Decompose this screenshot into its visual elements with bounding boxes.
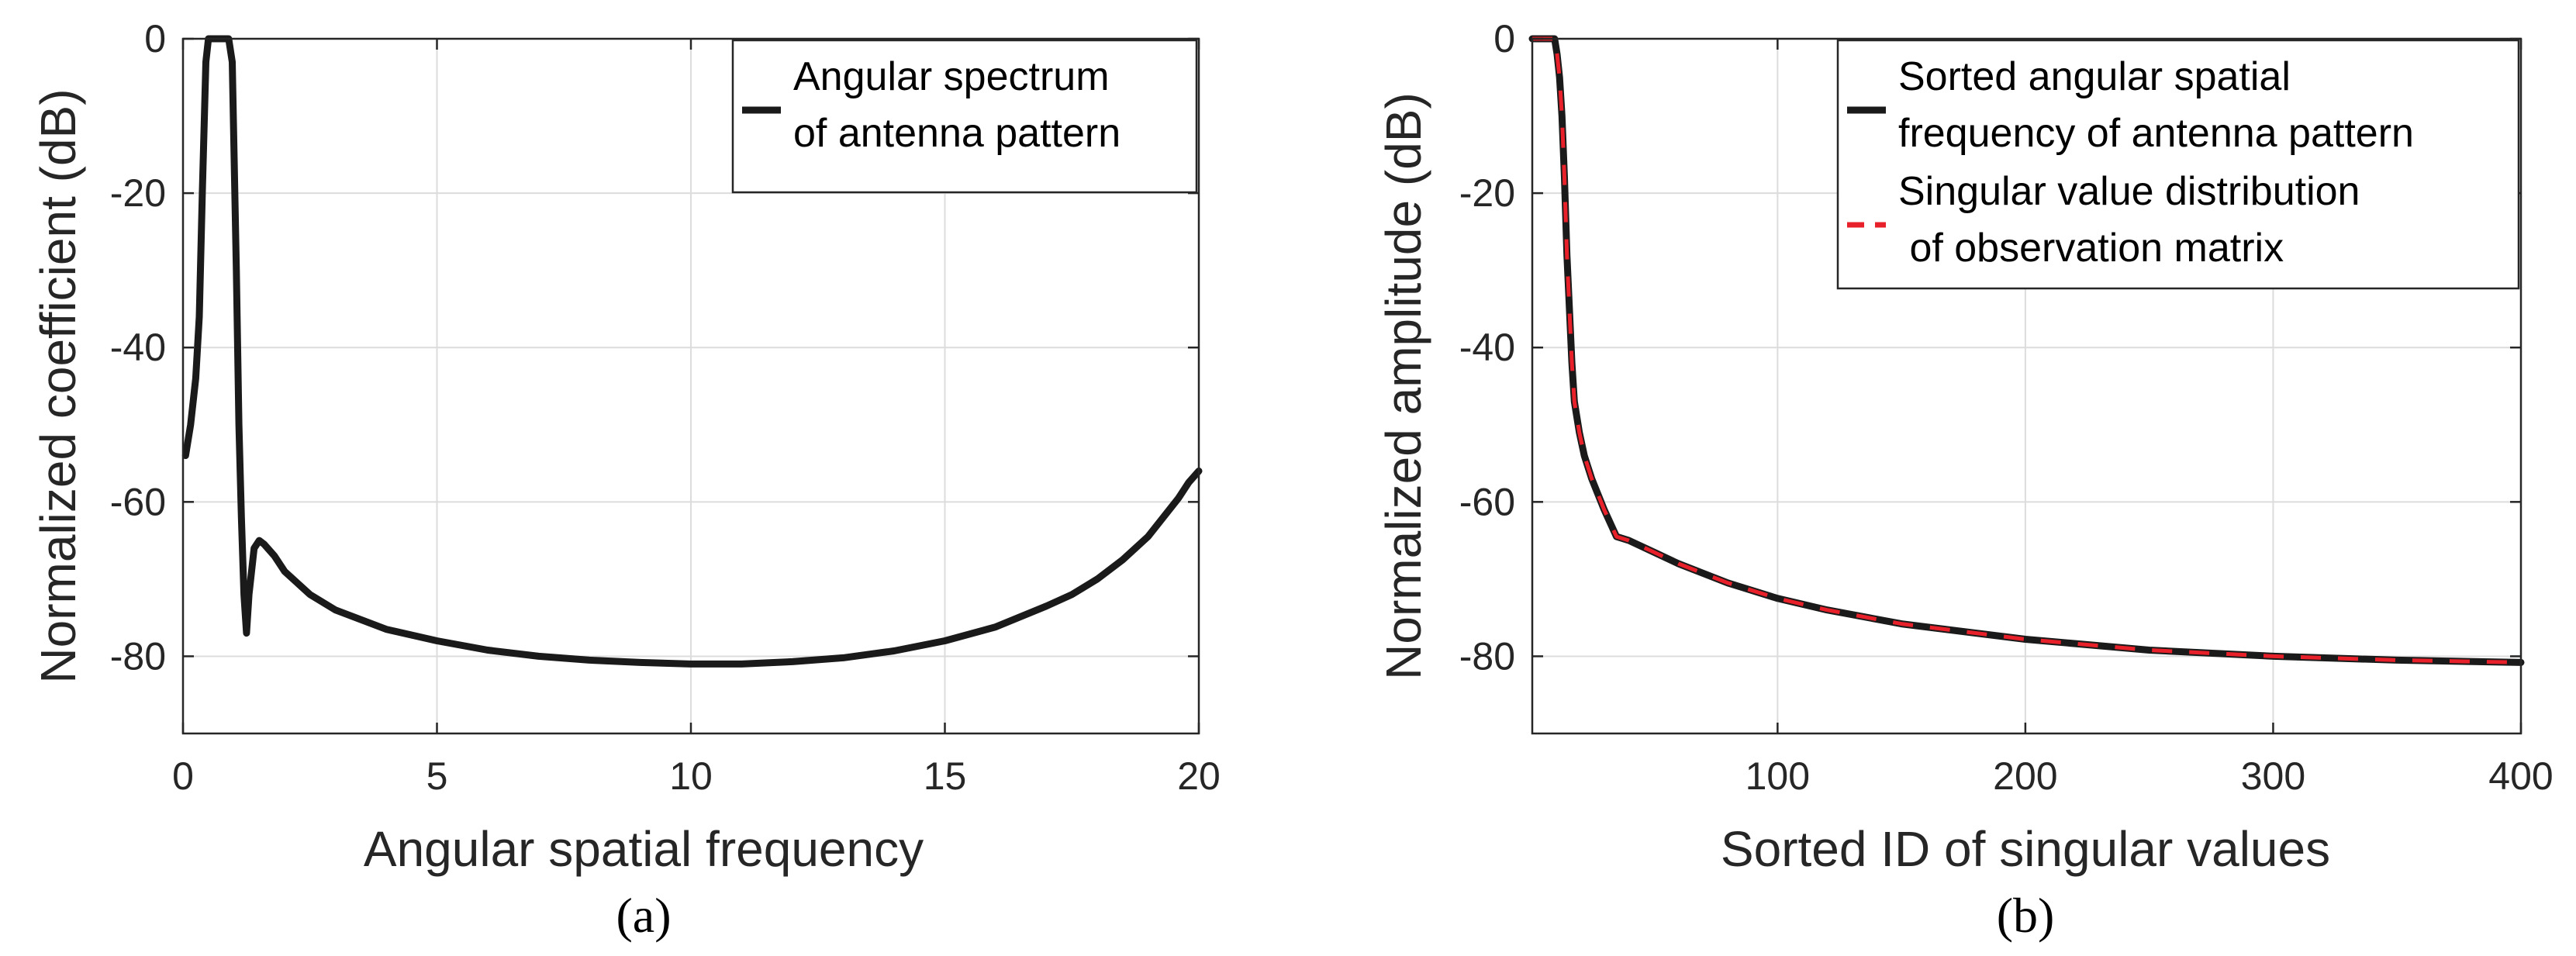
chart-a-ytick-label-4: -80 (110, 634, 166, 678)
chart-a-legend: Angular spectrum of antenna pattern (731, 39, 1198, 194)
chart-b-ytick-label-4: -80 (1459, 634, 1515, 678)
chart-b-legend-box (1836, 39, 2520, 290)
chart-b-plot-frame (1531, 37, 2522, 735)
chart-a-ytick-label-0: 0 (144, 17, 166, 60)
chart-b-ytick-label-3: -60 (1459, 480, 1515, 523)
chart-a-xtick-label-3: 15 (924, 754, 967, 798)
chart-b-ytick-label-2: -40 (1459, 326, 1515, 369)
chart-b-legend: Sorted angular spatial frequency of ante… (1836, 39, 2520, 290)
chart-a-legend-text-0-line-1: of antenna pattern (793, 111, 1121, 156)
chart-a-xtick-label-2: 10 (669, 754, 713, 798)
chart-b-legend-text-0-line-0: Sorted angular spatial (1898, 54, 2291, 99)
chart-b-xtick-label-0: 100 (1746, 754, 1810, 798)
chart-b-y-axis-label: Normalized amplitude (dB) (1376, 92, 1431, 680)
chart-b-xtick-label-1: 200 (1993, 754, 2057, 798)
chart-b-xtick-label-3: 400 (2488, 754, 2553, 798)
chart-b-x-axis-label: Sorted ID of singular values (1721, 821, 2330, 877)
chart-a-ytick-label-2: -40 (110, 326, 166, 369)
chart-b-series-red-dashed-line (1532, 36, 2522, 664)
chart-a-caption: (a) (616, 888, 671, 943)
chart-a-ytick-label-3: -60 (110, 480, 166, 523)
chart-a-x-axis-label: Angular spatial frequency (364, 821, 924, 877)
chart-b-ytick-label-0: 0 (1493, 17, 1515, 60)
chart-a-legend-text-0-line-0: Angular spectrum (793, 54, 1110, 99)
chart-a-xtick-label-0: 0 (172, 754, 194, 798)
chart-b-legend-text-1-line-1: of observation matrix (1898, 226, 2284, 271)
chart-a: 0 5 10 15 20 0 -20 -40 -60 -80 Angular spatial fr… (30, 17, 1221, 943)
chart-a-xtick-label-1: 5 (426, 754, 448, 798)
chart-b-caption: (b) (1997, 888, 2055, 943)
chart-a-ytick-label-1: -20 (110, 171, 166, 215)
chart-a-xtick-label-4: 20 (1177, 754, 1221, 798)
chart-b-legend-text-1-line-0: Singular value distribution (1898, 169, 2360, 214)
chart-a-y-axis-label: Normalized coefficient (dB) (30, 88, 86, 683)
chart-b: 100 200 300 400 0 -20 -40 -60 -80 Sorted ID of s… (1376, 17, 2554, 943)
chart-a-legend-box (731, 39, 1198, 194)
chart-a-ticks: 0 5 10 15 20 0 -20 -40 -60 -80 (110, 17, 1221, 798)
chart-b-legend-text-0-line-1: frequency of antenna pattern (1898, 111, 2414, 156)
chart-b-xtick-label-2: 300 (2241, 754, 2305, 798)
chart-b-ticks: 100 200 300 400 0 -20 -40 -60 -80 (1459, 17, 2554, 798)
chart-b-ytick-label-1: -20 (1459, 171, 1515, 215)
